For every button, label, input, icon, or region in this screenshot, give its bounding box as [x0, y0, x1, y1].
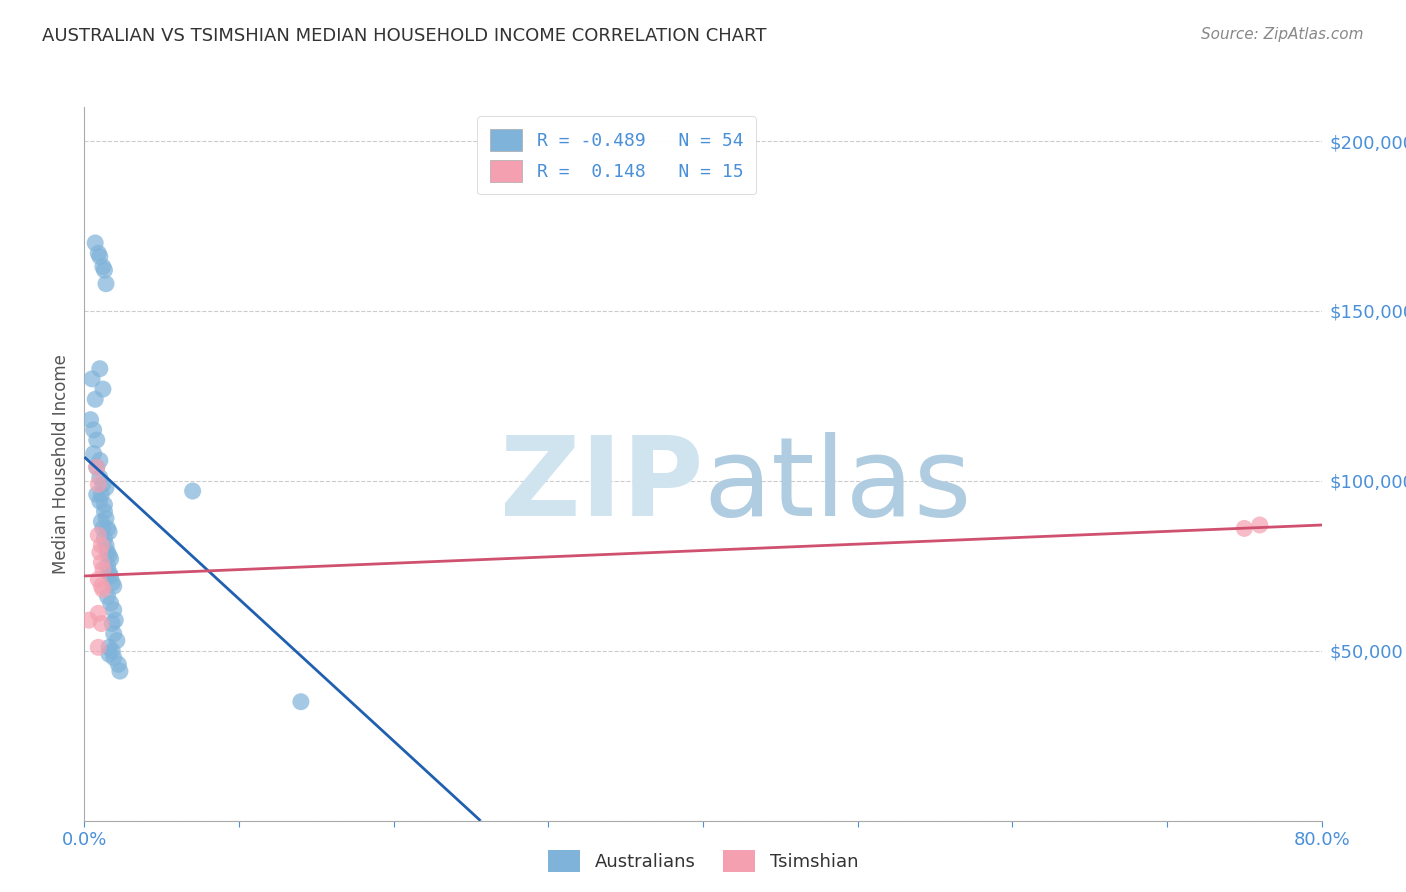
Point — [105, 633, 128, 648]
Text: ZIP: ZIP — [499, 432, 703, 539]
Point — [83, 447, 105, 461]
Point — [93, 498, 115, 512]
Point — [91, 562, 114, 576]
Legend: Australians, Tsimshian: Australians, Tsimshian — [537, 839, 869, 883]
Point — [86, 487, 108, 501]
Point — [89, 470, 111, 484]
Point — [87, 246, 110, 260]
Point — [79, 412, 101, 426]
Point — [87, 477, 110, 491]
Point — [83, 423, 105, 437]
Point — [96, 590, 118, 604]
Point — [94, 511, 117, 525]
Point — [86, 460, 108, 475]
Point — [90, 579, 112, 593]
Point — [90, 538, 112, 552]
Point — [84, 235, 107, 250]
Point — [86, 433, 108, 447]
Point — [87, 640, 110, 655]
Point — [93, 532, 115, 546]
Point — [107, 657, 129, 672]
Y-axis label: Median Household Income: Median Household Income — [52, 354, 70, 574]
Text: AUSTRALIAN VS TSIMSHIAN MEDIAN HOUSEHOLD INCOME CORRELATION CHART: AUSTRALIAN VS TSIMSHIAN MEDIAN HOUSEHOLD… — [42, 27, 766, 45]
Point — [101, 616, 124, 631]
Point — [96, 545, 118, 559]
Point — [94, 538, 117, 552]
Point — [91, 382, 114, 396]
Point — [98, 566, 121, 580]
Point — [98, 640, 121, 655]
Point — [103, 579, 125, 593]
Point — [103, 650, 125, 665]
Point — [93, 263, 115, 277]
Point — [87, 607, 110, 621]
Point — [94, 277, 117, 291]
Point — [91, 582, 114, 597]
Text: atlas: atlas — [703, 432, 972, 539]
Point — [101, 575, 124, 590]
Point — [82, 372, 104, 386]
Point — [90, 515, 112, 529]
Text: Source: ZipAtlas.com: Source: ZipAtlas.com — [1201, 27, 1364, 42]
Point — [98, 549, 121, 563]
Point — [91, 260, 114, 274]
Point — [87, 573, 110, 587]
Point — [84, 392, 107, 407]
Point — [108, 664, 131, 678]
Point — [103, 603, 125, 617]
Point — [89, 250, 111, 264]
Point — [104, 613, 127, 627]
Point — [94, 481, 117, 495]
Point — [1249, 518, 1271, 533]
Point — [1233, 521, 1256, 535]
Point — [86, 460, 108, 475]
Point — [91, 477, 114, 491]
Point — [91, 521, 114, 535]
Point — [98, 647, 121, 661]
Point — [90, 487, 112, 501]
Point — [89, 494, 111, 508]
Point — [77, 613, 100, 627]
Point — [101, 644, 124, 658]
Point — [90, 555, 112, 569]
Point — [100, 569, 122, 583]
Point — [87, 528, 110, 542]
Point — [100, 552, 122, 566]
Point — [89, 545, 111, 559]
Point — [100, 596, 122, 610]
Point — [96, 521, 118, 535]
Point — [96, 558, 118, 573]
Point — [93, 504, 115, 518]
Point — [290, 695, 312, 709]
Point — [89, 361, 111, 376]
Point — [181, 483, 204, 498]
Point — [89, 453, 111, 467]
Point — [103, 626, 125, 640]
Point — [90, 616, 112, 631]
Point — [98, 524, 121, 539]
